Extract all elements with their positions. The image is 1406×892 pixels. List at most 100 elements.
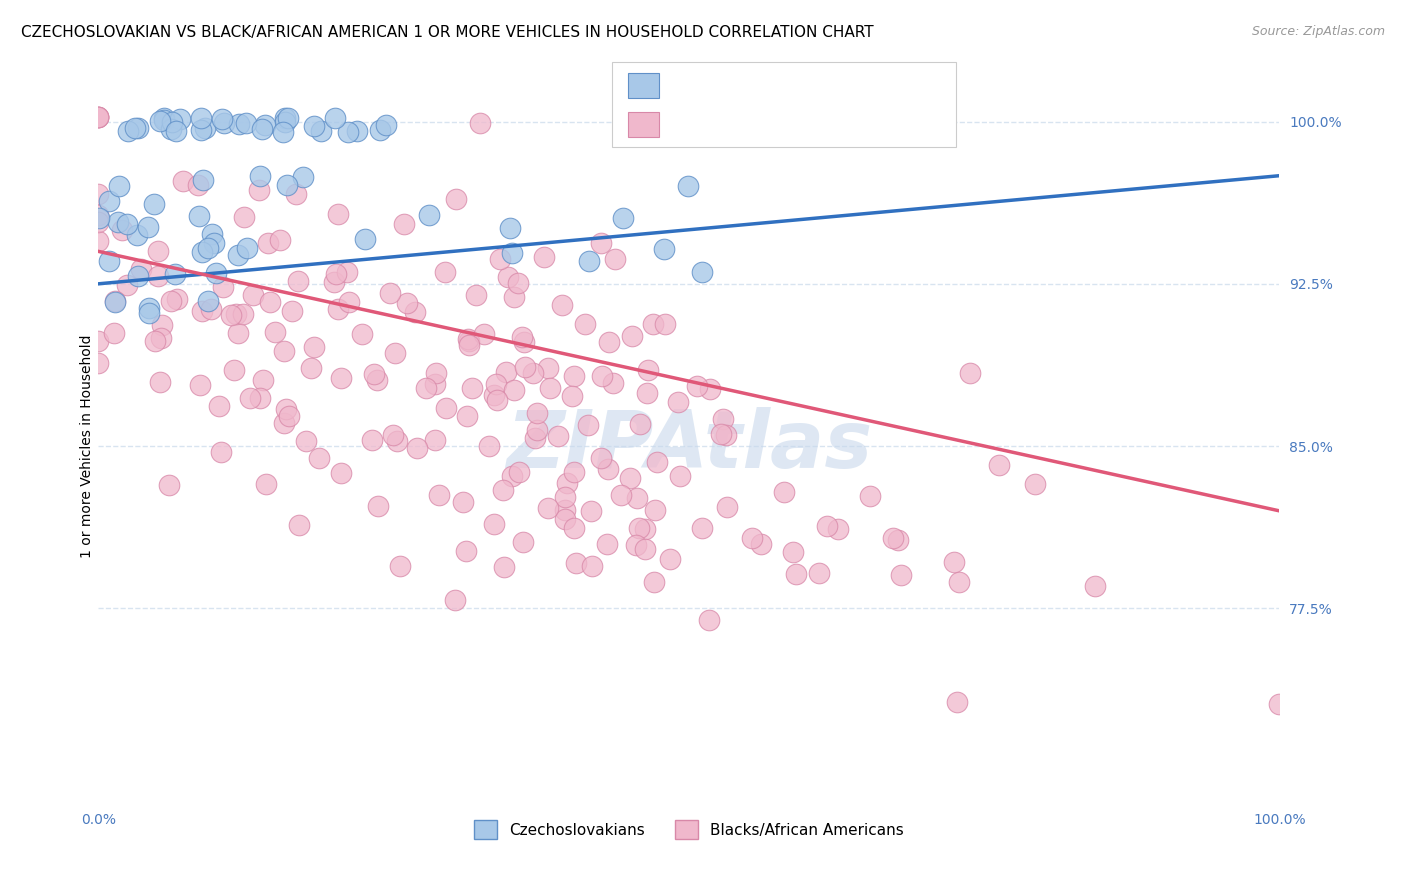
Point xyxy=(363,367,385,381)
Point xyxy=(190,122,212,136)
Point xyxy=(384,345,406,359)
Point xyxy=(634,541,657,556)
Point xyxy=(157,478,180,492)
Point xyxy=(654,242,676,256)
Point xyxy=(202,236,225,251)
Point xyxy=(325,267,347,281)
Point xyxy=(626,491,648,506)
Point xyxy=(108,179,131,194)
Point xyxy=(537,501,560,516)
Point xyxy=(197,242,219,256)
Point xyxy=(492,483,515,497)
Point xyxy=(87,234,110,248)
Point xyxy=(226,248,249,262)
Point xyxy=(249,169,271,183)
Point xyxy=(160,115,183,129)
Point xyxy=(328,301,350,316)
Point xyxy=(235,116,257,130)
Point xyxy=(228,117,250,131)
Point xyxy=(425,366,447,380)
Point xyxy=(263,326,285,340)
Point xyxy=(510,330,533,344)
Point xyxy=(890,568,912,582)
Point xyxy=(97,253,120,268)
Point xyxy=(153,113,176,128)
Point xyxy=(308,450,330,465)
Point xyxy=(201,227,224,241)
Legend: Czechoslovakians, Blacks/African Americans: Czechoslovakians, Blacks/African America… xyxy=(468,814,910,845)
Point xyxy=(1084,579,1107,593)
Point xyxy=(149,331,172,345)
Point xyxy=(501,469,523,483)
Point xyxy=(636,386,658,401)
FancyBboxPatch shape xyxy=(628,112,659,137)
Point xyxy=(658,551,681,566)
Point xyxy=(127,120,149,135)
Point xyxy=(274,115,297,129)
Point xyxy=(1024,476,1046,491)
Point xyxy=(150,318,173,333)
Point xyxy=(716,428,738,442)
Point xyxy=(309,124,332,138)
Point xyxy=(551,297,574,311)
Point xyxy=(143,334,166,348)
Point xyxy=(374,118,396,132)
Point xyxy=(104,293,127,308)
Point xyxy=(603,252,626,267)
Point xyxy=(676,178,699,193)
Point xyxy=(461,381,484,395)
Point xyxy=(485,392,508,407)
Point xyxy=(350,326,373,341)
Point xyxy=(478,439,501,453)
Point xyxy=(554,502,576,516)
Text: ZIPAtlas: ZIPAtlas xyxy=(506,407,872,485)
Point xyxy=(294,434,316,449)
Point xyxy=(277,111,299,125)
Point xyxy=(188,377,211,392)
Text: R =  0.459    N =  66: R = 0.459 N = 66 xyxy=(671,81,859,99)
Point xyxy=(943,555,966,569)
Point xyxy=(190,245,212,260)
Point xyxy=(692,265,714,279)
Point xyxy=(117,277,139,292)
Point xyxy=(250,122,273,136)
Point xyxy=(323,112,346,126)
Point xyxy=(627,520,650,534)
Point xyxy=(538,381,561,395)
Point xyxy=(287,274,309,288)
Point xyxy=(1268,697,1291,711)
Text: CZECHOSLOVAKIAN VS BLACK/AFRICAN AMERICAN 1 OR MORE VEHICLES IN HOUSEHOLD CORREL: CZECHOSLOVAKIAN VS BLACK/AFRICAN AMERICA… xyxy=(21,25,873,40)
Point xyxy=(596,462,619,476)
Point xyxy=(368,123,391,137)
Point xyxy=(336,264,359,278)
Point xyxy=(433,264,456,278)
Point xyxy=(367,499,389,513)
Point xyxy=(330,371,353,385)
Point xyxy=(782,544,804,558)
Point xyxy=(690,521,713,535)
Point xyxy=(98,194,121,208)
Point xyxy=(148,244,170,258)
Point xyxy=(366,373,388,387)
Point xyxy=(232,307,254,321)
Point xyxy=(269,233,291,247)
Point xyxy=(602,376,624,390)
Point xyxy=(242,288,264,302)
Point xyxy=(887,533,910,547)
Point xyxy=(107,214,129,228)
Point xyxy=(212,116,235,130)
Point xyxy=(304,119,326,133)
Point xyxy=(211,280,233,294)
Point xyxy=(554,490,576,504)
Text: Source: ZipAtlas.com: Source: ZipAtlas.com xyxy=(1251,25,1385,38)
Point xyxy=(589,235,612,250)
Point xyxy=(288,518,311,533)
Point xyxy=(621,328,644,343)
Point xyxy=(87,111,110,125)
Point xyxy=(115,217,138,231)
Point xyxy=(388,559,411,574)
Point xyxy=(89,211,111,225)
Point xyxy=(522,367,544,381)
Point xyxy=(87,356,110,370)
Point xyxy=(273,111,295,125)
